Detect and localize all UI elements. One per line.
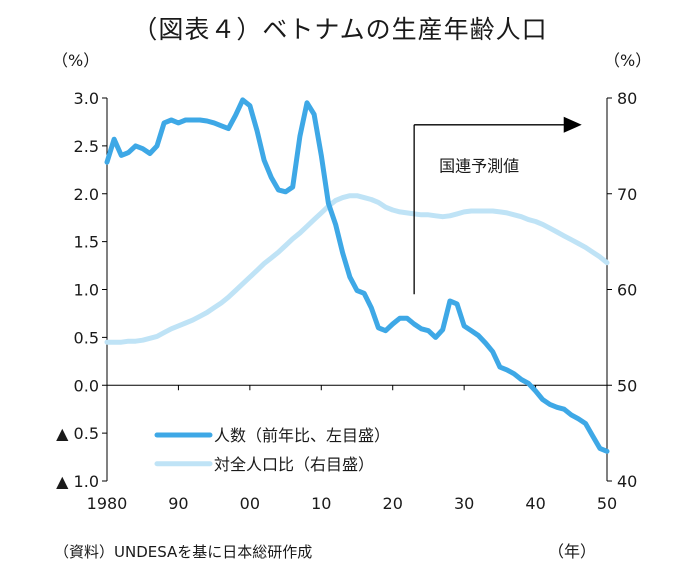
forecast-annotation: 国連予測値 [413,116,582,295]
x-axis-unit-label: （年） [548,542,596,561]
x-tick-label: 50 [597,494,617,513]
left-tick-label: ▲ 0.5 [56,424,99,443]
legend: 人数（前年比、左目盛） 対全人口比（右目盛） [154,426,390,474]
left-tick-label: 1.5 [74,233,99,252]
x-tick-label: 30 [454,494,474,513]
chart-title: （図表４）ベトナムの生産年齢人口 [132,15,548,44]
right-tick-label: 80 [617,89,637,108]
left-tick-label: 3.0 [74,89,99,108]
legend-item-share-of-population: 対全人口比（右目盛） [154,455,374,474]
left-tick-label: 0.5 [74,328,99,347]
series-line-share-of-population [104,193,610,345]
legend-item-workforce-growth: 人数（前年比、左目盛） [154,426,390,445]
left-tick-label: ▲ 1.0 [56,472,99,491]
plot-lines [104,97,610,454]
left-tick-label: 2.0 [74,185,99,204]
right-tick-label: 60 [617,281,637,300]
x-tick-label: 00 [240,494,260,513]
left-tick-label: 1.0 [74,281,99,300]
x-tick-label: 10 [311,494,331,513]
source-note: （資料）UNDESAを基に日本総研作成 [54,543,312,561]
left-tick-label: 0.0 [74,376,99,395]
series-line-workforce-growth [104,97,610,454]
axes: 3.02.52.01.51.00.50.0▲ 0.5▲ 1.0807060504… [56,89,637,513]
legend-label: 対全人口比（右目盛） [214,455,374,474]
right-tick-label: 70 [617,185,637,204]
legend-label: 人数（前年比、左目盛） [214,426,390,445]
x-tick-label: 90 [168,494,188,513]
right-axis-unit-label: （%） [604,51,651,70]
x-tick-label: 40 [525,494,545,513]
right-tick-label: 50 [617,376,637,395]
x-tick-label: 1980 [87,494,128,513]
right-tick-label: 40 [617,472,637,491]
left-axis-unit-label: （%） [52,51,99,70]
forecast-label: 国連予測値 [439,157,519,176]
forecast-arrow-head [563,116,582,133]
left-tick-label: 2.5 [74,137,99,156]
x-tick-label: 20 [383,494,403,513]
